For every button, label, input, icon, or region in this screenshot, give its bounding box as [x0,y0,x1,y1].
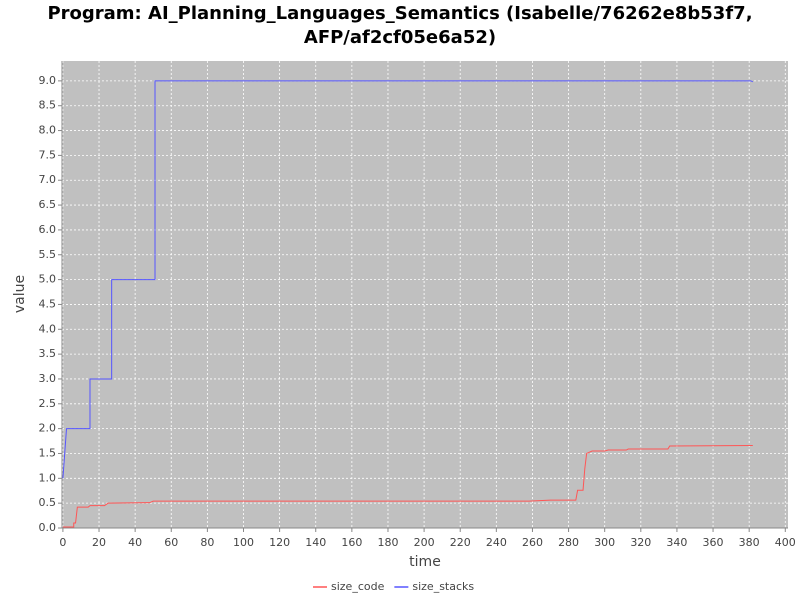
x-tick-label: 200 [414,536,435,549]
y-tick-label: 8.0 [39,124,57,137]
plot-area [62,61,788,528]
x-tick-label: 320 [630,536,651,549]
x-tick-label: 260 [522,536,543,549]
x-tick-label: 60 [164,536,178,549]
x-tick-label: 20 [92,536,106,549]
x-tick-label: 120 [269,536,290,549]
y-tick-label: 5.0 [39,273,57,286]
y-tick-label: 8.5 [39,99,57,112]
x-tick-label: 180 [377,536,398,549]
y-tick-label: 0.0 [39,521,57,534]
legend: size_code size_stacks [313,580,474,593]
x-axis-label: time [409,554,441,570]
y-tick-label: 4.5 [39,297,57,310]
x-tick-label: 80 [200,536,214,549]
chart-title: Program: AI_Planning_Languages_Semantics… [47,3,752,24]
x-tick-label: 220 [450,536,471,549]
x-tick-label: 100 [233,536,254,549]
y-tick-label: 0.5 [39,496,57,509]
x-tick-label: 280 [558,536,579,549]
y-tick-label: 2.0 [39,422,57,435]
y-tick-label: 6.0 [39,223,57,236]
y-tick-label: 2.5 [39,397,57,410]
y-tick-label: 1.0 [39,471,57,484]
chart-title: AFP/af2cf05e6a52) [304,27,496,48]
legend-label: size_stacks [412,580,474,593]
y-tick-label: 3.5 [39,347,57,360]
line-series [62,445,753,528]
y-axis-label: value [12,275,28,313]
x-tick-label: 0 [59,536,66,549]
x-tick-label: 240 [486,536,507,549]
x-tick-label: 300 [594,536,615,549]
y-tick-label: 6.5 [39,198,57,211]
x-tick-label: 400 [775,536,796,549]
x-tick-label: 140 [305,536,326,549]
x-tick-label: 40 [128,536,142,549]
y-tick-label: 9.0 [39,74,57,87]
x-tick-label: 160 [341,536,362,549]
legend-label: size_code [331,580,385,593]
y-tick-label: 7.5 [39,148,57,161]
x-tick-label: 380 [739,536,760,549]
x-tick-label: 340 [666,536,687,549]
y-tick-label: 3.0 [39,372,57,385]
line-series [62,80,754,479]
x-tick-label: 360 [703,536,724,549]
y-tick-label: 4.0 [39,322,57,335]
y-tick-label: 7.0 [39,173,57,186]
y-tick-label: 5.5 [39,248,57,261]
y-tick-label: 1.5 [39,446,57,459]
